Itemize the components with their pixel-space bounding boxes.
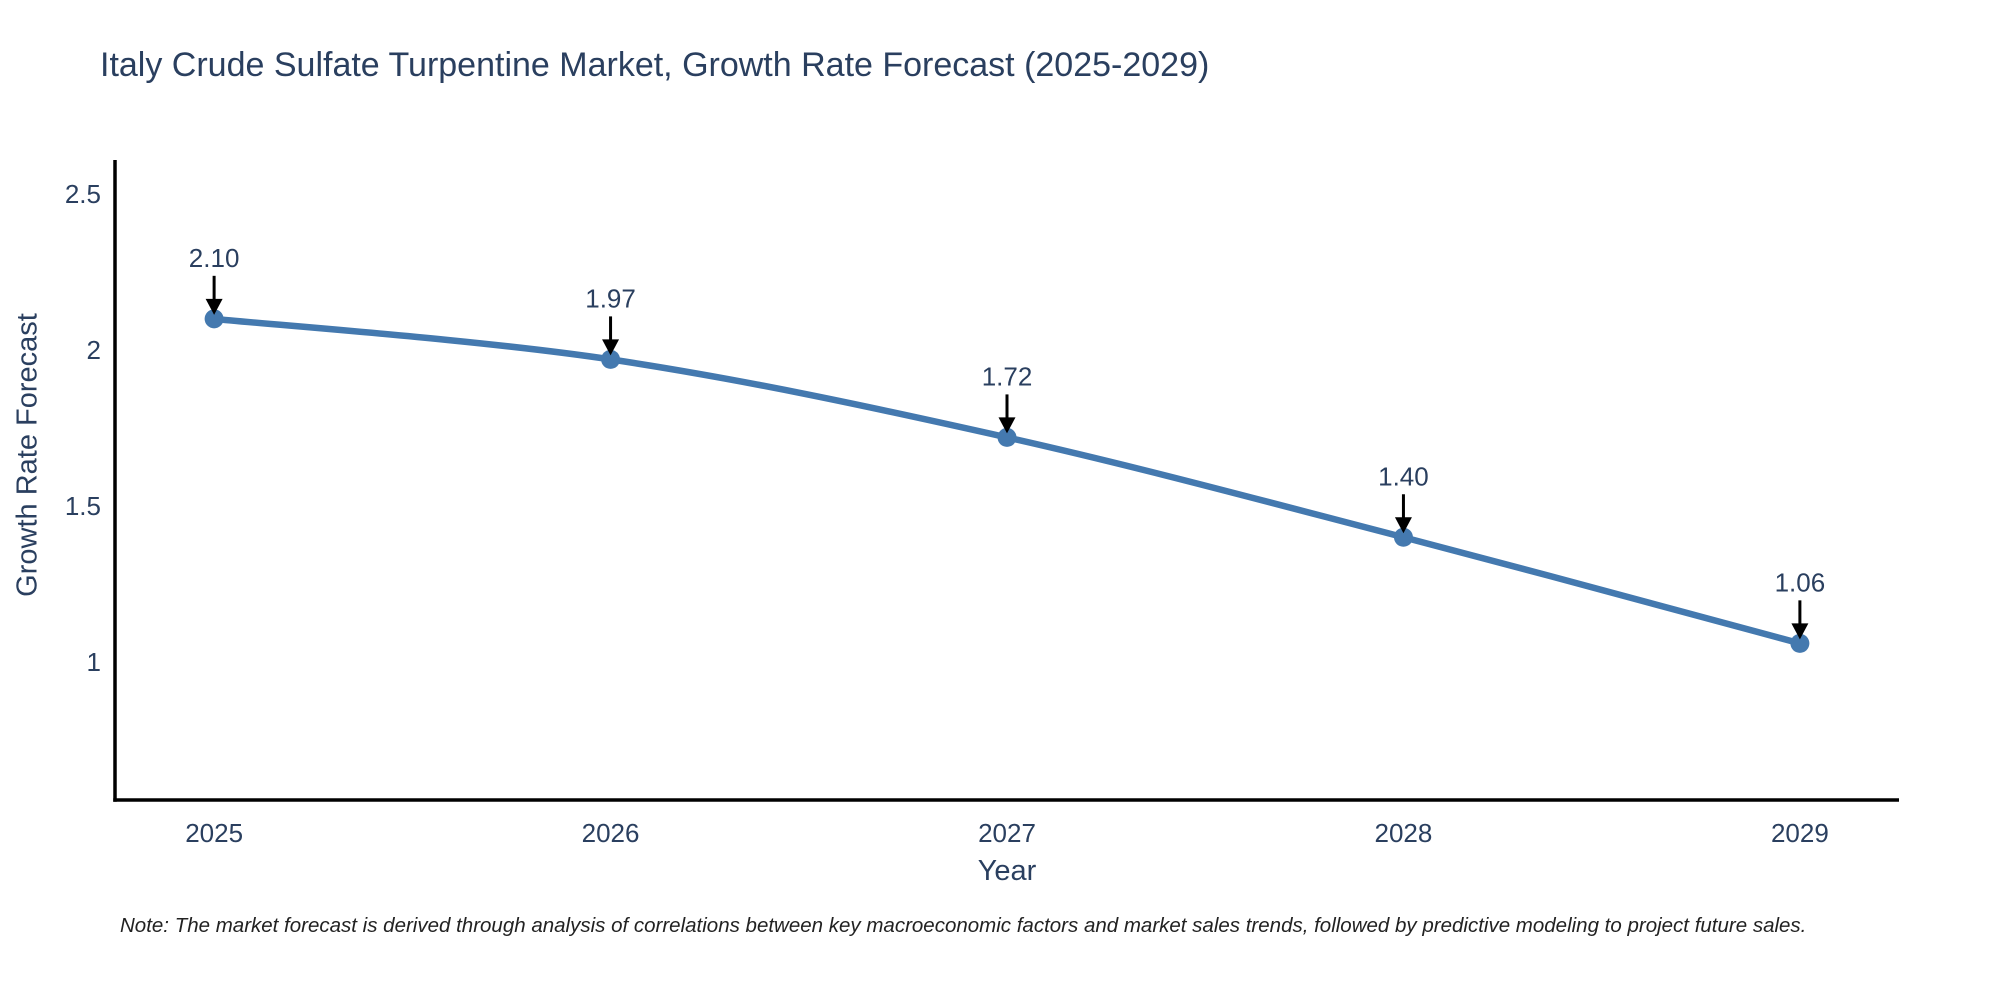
y-tick-label: 1.5 [65,491,101,521]
x-tick-label: 2028 [1375,818,1433,848]
plot-area[interactable] [115,160,1899,800]
data-point-2025[interactable] [204,309,224,329]
annotation-arrowhead-icon [1791,623,1809,640]
page-title: Italy Crude Sulfate Turpentine Market, G… [100,46,1210,84]
data-point-2029[interactable] [1790,633,1810,653]
annotation-arrowhead-icon [205,298,223,315]
annotation-arrowhead-icon [998,417,1016,434]
data-point-2026[interactable] [601,349,621,369]
y-tick-label: 2 [87,335,101,365]
point-value-label: 1.97 [585,283,636,313]
point-value-label: 2.10 [189,243,240,273]
y-axis-title: Growth Rate Forecast [11,313,44,597]
data-point-2027[interactable] [997,427,1017,447]
annotation-arrowhead-icon [602,339,620,356]
y-tick-label: 1 [87,647,101,677]
x-axis-title: Year [977,855,1037,887]
x-tick-label: 2029 [1771,818,1829,848]
x-tick-label: 2027 [978,818,1036,848]
data-point-2028[interactable] [1393,527,1413,547]
point-value-label: 1.72 [982,361,1033,391]
point-value-label: 1.40 [1378,461,1429,491]
annotation-arrowhead-icon [1394,517,1412,534]
y-tick-label: 2.5 [65,179,101,209]
x-tick-label: 2026 [582,818,640,848]
point-value-label: 1.06 [1775,567,1826,597]
x-tick-label: 2025 [185,818,243,848]
footnote: Note: The market forecast is derived thr… [120,914,1807,937]
